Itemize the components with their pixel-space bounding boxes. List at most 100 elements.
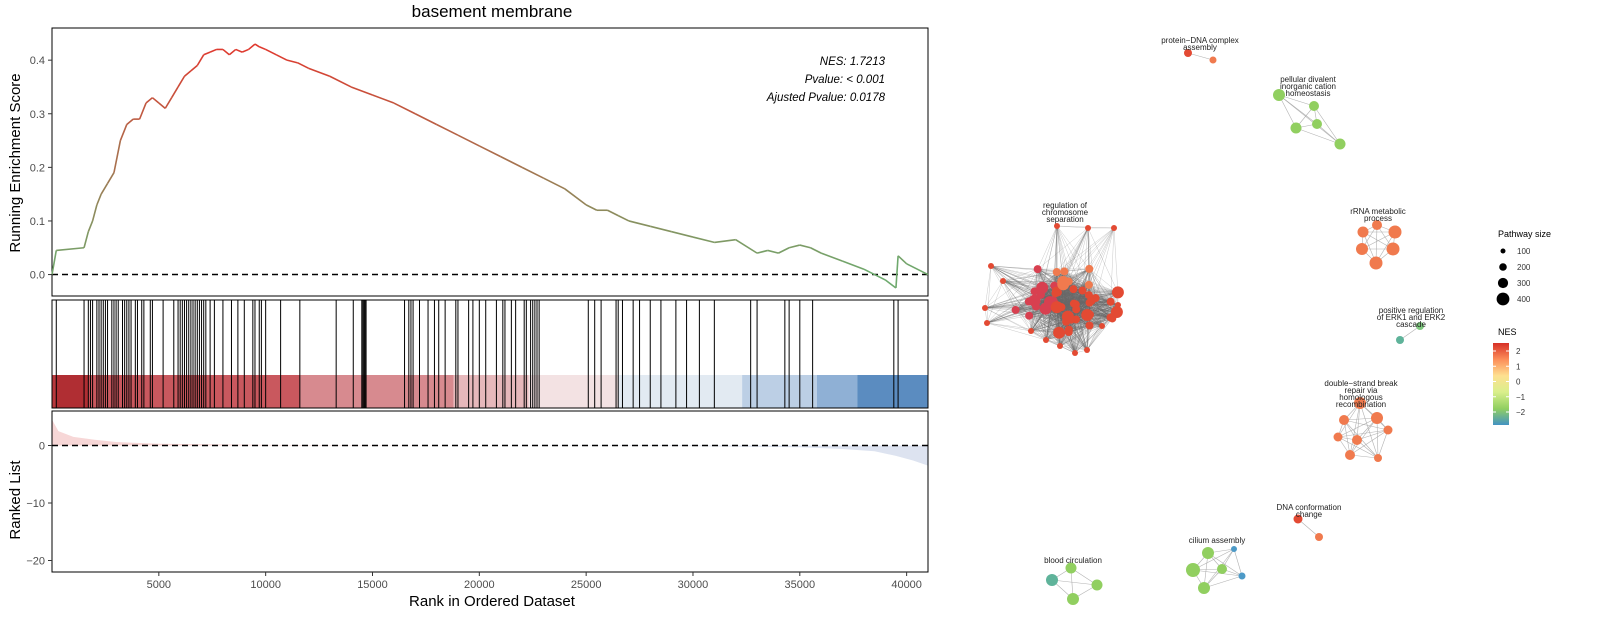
ranked-positive-area xyxy=(52,419,480,446)
nes-legend-title: NES xyxy=(1498,327,1517,337)
network-edge xyxy=(1030,330,1076,354)
network-edge xyxy=(1089,301,1111,315)
network-edge xyxy=(986,322,1047,341)
network-edge xyxy=(1064,271,1083,291)
network-edge xyxy=(1192,569,1243,577)
network-edge xyxy=(1002,271,1057,282)
network-node xyxy=(1108,314,1117,323)
network-edge xyxy=(1082,227,1115,291)
network-edge xyxy=(1376,417,1379,459)
ranked-list-panel: 0 −10 −20 5000 10000 15000 20000 25000 30000 3500… xyxy=(26,410,929,591)
ranked-negative-area xyxy=(479,445,928,466)
network-node xyxy=(1339,415,1349,425)
es-y-tick-label: 0.0 xyxy=(30,270,45,282)
network-node xyxy=(1217,564,1227,574)
network-node xyxy=(1057,275,1070,288)
cluster-label: cilium assembly xyxy=(1189,536,1245,545)
network-edge xyxy=(1015,309,1072,320)
network-node xyxy=(1388,225,1402,239)
network-node xyxy=(1084,347,1090,353)
network-node xyxy=(1290,122,1302,134)
network-edge xyxy=(1089,268,1113,319)
network-node xyxy=(1011,305,1020,314)
size-legend-dot xyxy=(1497,277,1509,289)
es-curve-segment xyxy=(51,250,58,275)
network-node xyxy=(1374,454,1382,462)
es-curve-segment xyxy=(628,220,651,228)
network-edge xyxy=(1278,94,1315,107)
hits-panel-border xyxy=(51,299,929,409)
network-edge xyxy=(1071,292,1118,320)
network-edge xyxy=(1064,227,1115,272)
network-node xyxy=(1028,328,1034,334)
network-node xyxy=(1312,119,1322,129)
network-edge xyxy=(1067,301,1111,317)
network-edge xyxy=(984,280,1004,309)
ranked-panel-border xyxy=(51,410,929,573)
network-node xyxy=(1334,138,1346,150)
network-edges xyxy=(984,52,1421,600)
network-node xyxy=(1057,343,1063,349)
network-node xyxy=(1309,101,1319,111)
network-node xyxy=(1078,286,1087,295)
es-curve-segment xyxy=(521,166,544,179)
cluster-label: process xyxy=(1364,214,1392,223)
es-curve-segment xyxy=(286,59,298,64)
network-node xyxy=(1416,322,1424,330)
nes-tick-label: 1 xyxy=(1516,362,1521,371)
network-edge xyxy=(1377,429,1389,459)
network-edge xyxy=(1203,575,1243,589)
nes-legend: NES 2 1 0 −1 −2 xyxy=(1493,327,1526,425)
network-edge xyxy=(1056,225,1083,291)
network-node xyxy=(1086,310,1095,319)
size-legend-label: 300 xyxy=(1517,279,1531,288)
size-legend-label: 400 xyxy=(1517,295,1531,304)
network-edge xyxy=(986,269,1038,324)
rank-color-band xyxy=(742,375,817,408)
network-node xyxy=(1091,579,1103,591)
ranked-y-tick-label: −20 xyxy=(26,556,45,568)
network-edge xyxy=(1089,268,1111,302)
network-edge xyxy=(1055,293,1111,302)
network-node xyxy=(1071,300,1080,309)
network-edge xyxy=(1056,225,1090,269)
network-edge xyxy=(1313,105,1341,145)
network-node xyxy=(1052,268,1061,277)
es-curve-segment xyxy=(884,279,897,289)
nes-tick-label: −2 xyxy=(1516,408,1526,417)
es-curve-segment xyxy=(151,97,160,104)
network-edge xyxy=(1087,227,1090,269)
es-curve-segment xyxy=(119,124,128,141)
es-curve-segment xyxy=(799,244,811,249)
es-curve-segment xyxy=(100,183,109,195)
es-curve-segment xyxy=(842,260,865,270)
network-edge xyxy=(1337,429,1389,438)
network-node xyxy=(1386,242,1400,256)
nes-stat: NES: 1.7213 xyxy=(820,56,886,68)
network-edge xyxy=(1082,227,1089,291)
chart-title: basement membrane xyxy=(412,2,573,21)
cluster-label: repair via xyxy=(1345,386,1378,395)
pathway-size-legend: Pathway size 100 200 300 400 xyxy=(1496,229,1551,306)
ranked-y-axis-title: Ranked List xyxy=(7,460,24,540)
network-edge xyxy=(1349,417,1378,456)
network-edge xyxy=(1088,227,1115,296)
nes-tick-label: −1 xyxy=(1516,393,1526,402)
cluster-label: pellular divalent xyxy=(1280,75,1336,84)
network-edge xyxy=(1051,579,1098,586)
network-node xyxy=(1231,546,1237,552)
es-curve-segment xyxy=(265,48,277,56)
es-curve-segment xyxy=(500,155,523,169)
nes-tick-label: 2 xyxy=(1516,347,1521,356)
cluster-label: double−strand break xyxy=(1324,379,1398,388)
size-legend-dot xyxy=(1500,248,1506,254)
network-node xyxy=(1033,265,1042,274)
network-edge xyxy=(1064,227,1089,272)
network-edge xyxy=(1349,429,1389,456)
es-curve-segment xyxy=(329,75,352,88)
network-edge xyxy=(1059,318,1113,347)
hits-panel xyxy=(51,299,929,409)
x-axis-title: Rank in Ordered Dataset xyxy=(409,593,576,610)
cluster-label: cascade xyxy=(1396,320,1426,329)
